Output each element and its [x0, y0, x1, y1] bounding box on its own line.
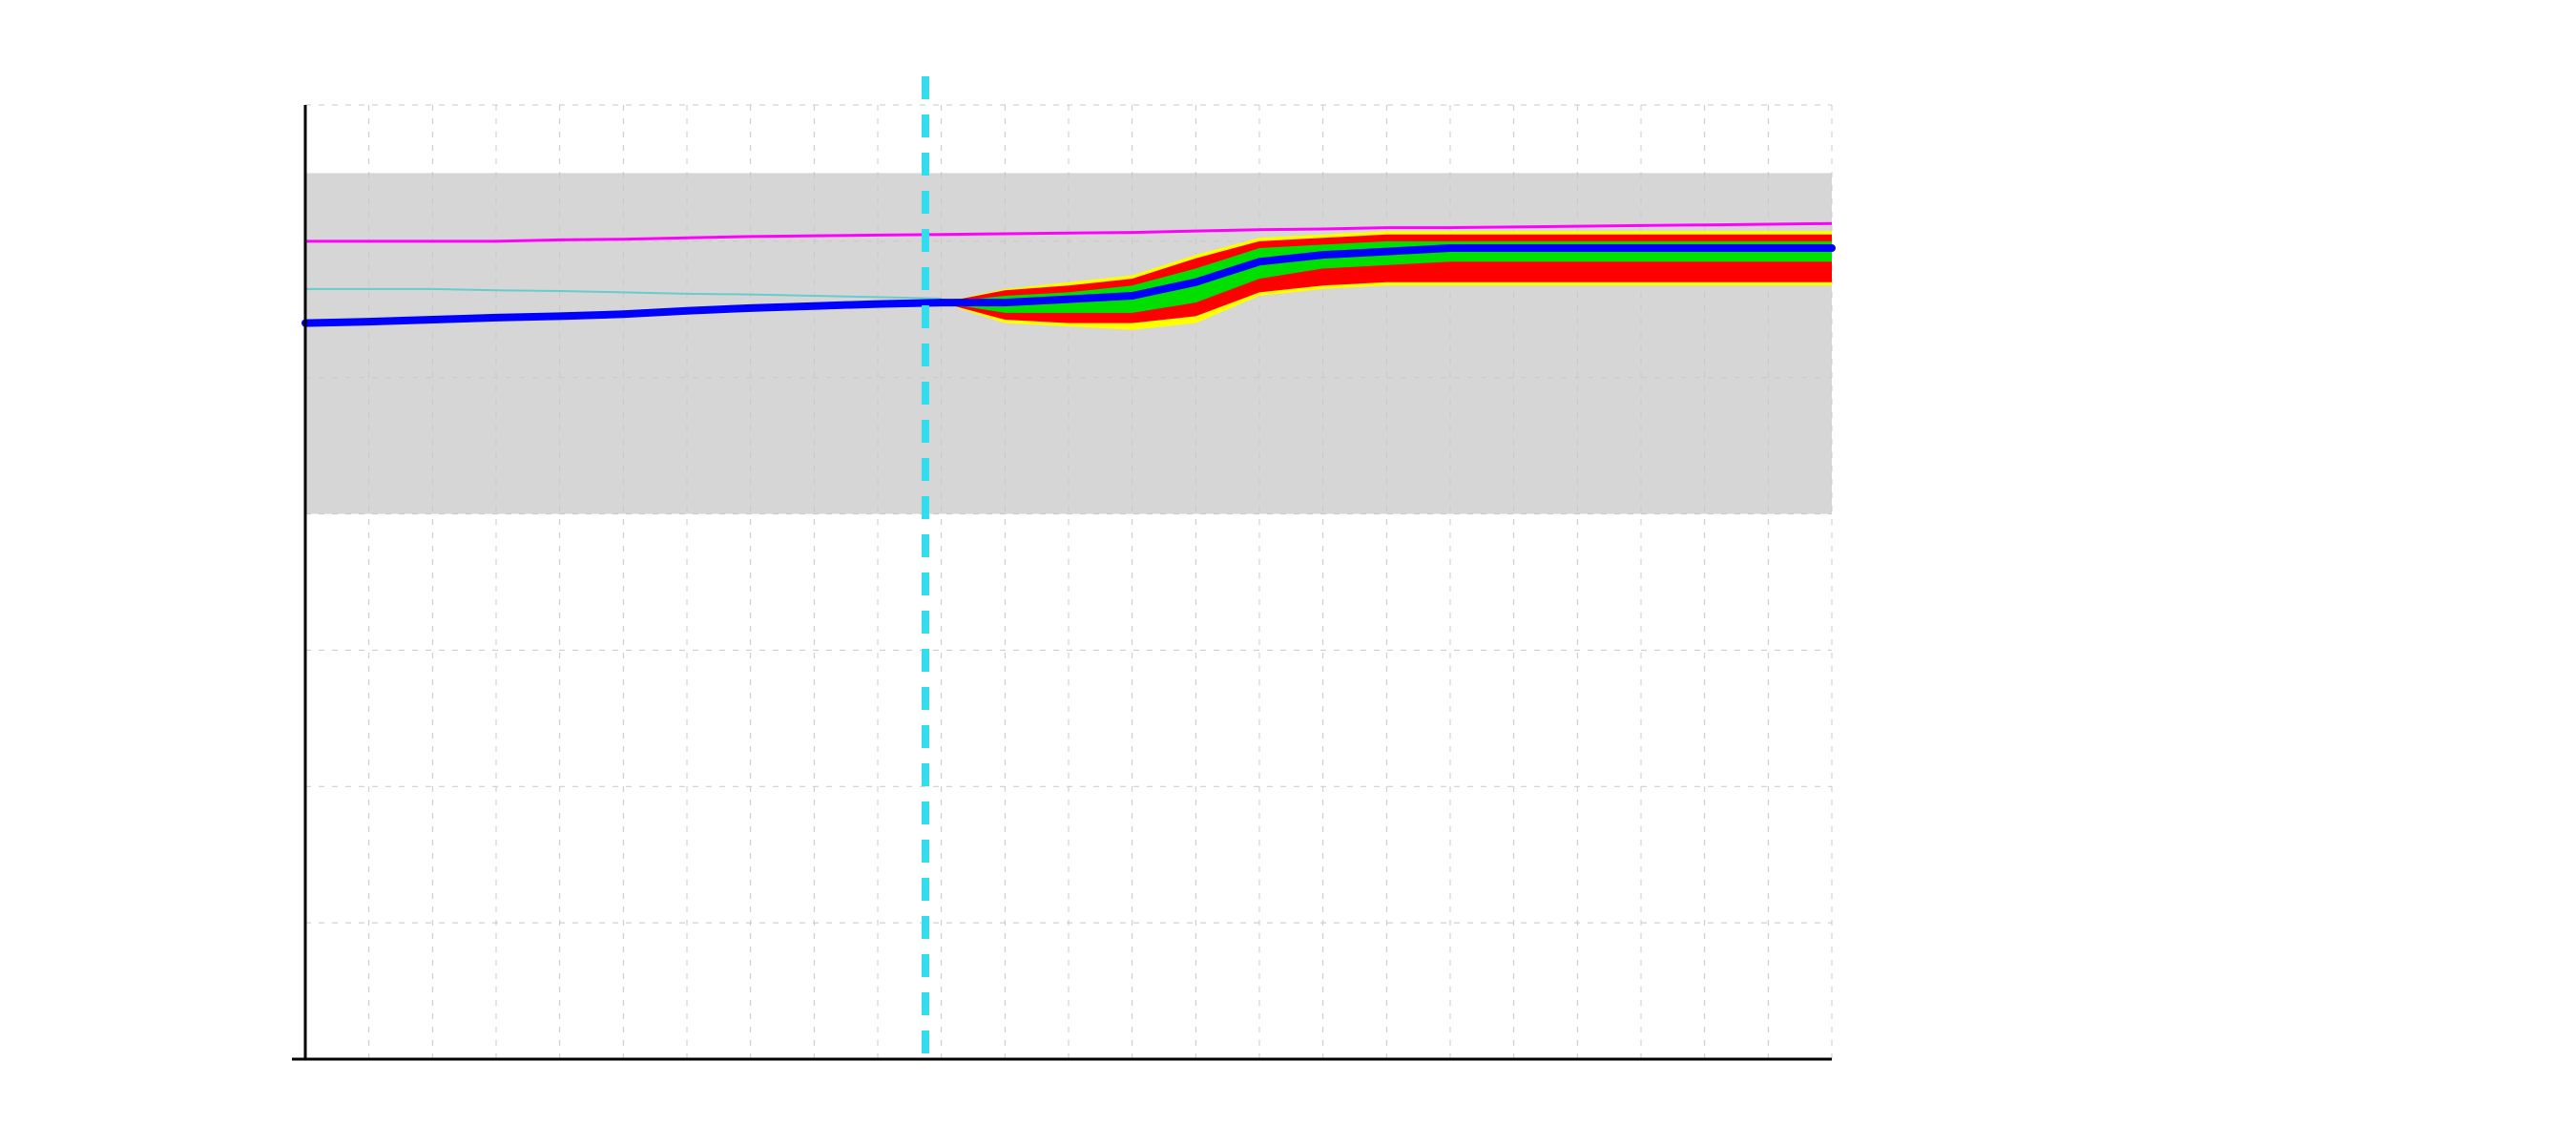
historical-range-band [305, 173, 1832, 513]
chart-bg [0, 0, 2576, 1145]
soil-moisture-chart [0, 0, 2576, 1145]
